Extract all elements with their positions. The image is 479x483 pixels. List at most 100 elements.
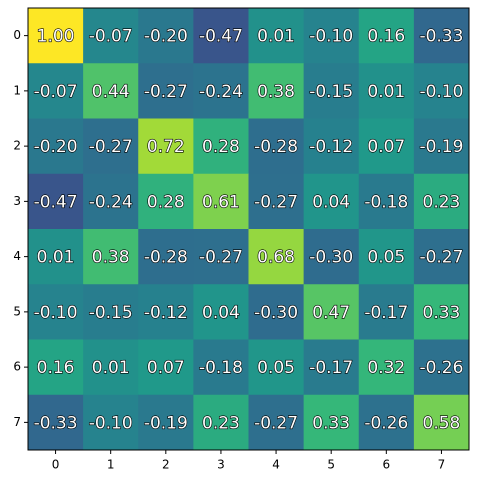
cell-label: -0.15: [89, 303, 133, 323]
heatmap-cell: [28, 284, 84, 340]
heatmap-cell: [83, 394, 139, 451]
plot-frame: [27, 7, 470, 451]
heatmap-cell: [83, 173, 139, 230]
heatmap-cell: [303, 394, 360, 451]
cell-label: 0.05: [367, 248, 405, 268]
cell-label: -0.07: [89, 27, 133, 47]
cell-label: -0.28: [144, 248, 188, 268]
heatmap-cell: [138, 229, 194, 285]
cell-label: -0.10: [34, 303, 78, 323]
cell-label: 0.28: [147, 192, 185, 212]
cell-label: -0.17: [364, 303, 408, 323]
heatmap-cell: [303, 118, 360, 175]
x-tick-label: 5: [327, 458, 335, 472]
heatmap-cell: [248, 339, 305, 396]
heatmap-cell: [413, 229, 470, 285]
x-tick-label: 4: [272, 458, 280, 472]
cell-label: -0.28: [254, 137, 298, 157]
heatmap-cell: [83, 8, 139, 64]
x-tick-label: 6: [382, 458, 390, 472]
cell-label: 0.05: [257, 358, 295, 378]
cell-label: 0.01: [257, 27, 295, 47]
cell-label: 0.47: [312, 303, 350, 323]
cell-label: 0.16: [367, 27, 405, 47]
heatmap-cell: [193, 173, 249, 230]
heatmap-cell: [303, 63, 360, 119]
cell-label: 0.33: [312, 413, 350, 433]
cell-label: -0.20: [144, 27, 188, 47]
heatmap-cell: [28, 63, 84, 119]
heatmap-cell: [358, 118, 415, 175]
heatmap-cell: [248, 63, 305, 119]
heatmap-cell: [248, 8, 305, 64]
cell-label: 0.38: [92, 248, 130, 268]
cell-label: -0.33: [419, 27, 463, 47]
cell-label: -0.27: [254, 413, 298, 433]
heatmap-cell: [358, 229, 415, 285]
heatmap-cell: [193, 118, 249, 175]
y-tick-label: 2: [13, 139, 21, 153]
heatmap-cell: [248, 173, 305, 230]
cell-label: 0.33: [423, 303, 461, 323]
cell-label: 0.72: [147, 137, 185, 157]
cell-label: 0.01: [367, 82, 405, 102]
cell-label: -0.10: [309, 27, 353, 47]
heatmap-cell: [83, 284, 139, 340]
cell-label: -0.27: [199, 248, 243, 268]
cell-label: -0.27: [144, 82, 188, 102]
heatmap-cell: [358, 8, 415, 64]
cell-label: 1.00: [37, 27, 75, 47]
heatmap-cell: [248, 118, 305, 175]
x-tick-label: 1: [107, 458, 115, 472]
x-tick-label: 2: [162, 458, 170, 472]
heatmap-cell: [28, 229, 84, 285]
cell-label: -0.26: [364, 413, 408, 433]
heatmap-cell: [138, 118, 194, 175]
cell-label: 0.01: [92, 358, 130, 378]
heatmap-cell: [413, 394, 470, 451]
heatmap-cell: [138, 173, 194, 230]
cell-label: 0.07: [367, 137, 405, 157]
heatmap-cell: [413, 284, 470, 340]
y-tick-label: 3: [13, 194, 21, 208]
cell-label: 0.04: [202, 303, 240, 323]
heatmap-cell: [413, 8, 470, 64]
cell-label: 0.61: [202, 192, 240, 212]
heatmap-cell: [193, 339, 249, 396]
heatmap-cell: [28, 339, 84, 396]
heatmap-cell: [83, 118, 139, 175]
cell-label: 0.32: [367, 358, 405, 378]
y-tick-label: 7: [13, 415, 21, 429]
cell-label: 0.68: [257, 248, 295, 268]
heatmap-cell: [138, 394, 194, 451]
cell-label: -0.27: [254, 192, 298, 212]
heatmap-cell: [303, 229, 360, 285]
cell-label: -0.17: [309, 358, 353, 378]
heatmap-cell: [358, 63, 415, 119]
cell-label: 0.28: [202, 137, 240, 157]
heatmap-cell: [83, 229, 139, 285]
cell-label: -0.33: [34, 413, 78, 433]
heatmap-cell: [358, 284, 415, 340]
heatmap-cell: [28, 394, 84, 451]
cell-label: -0.20: [34, 137, 78, 157]
cell-label: -0.10: [89, 413, 133, 433]
heatmap-cell: [193, 8, 249, 64]
heatmap-cell: [303, 339, 360, 396]
heatmap-cell: [138, 339, 194, 396]
x-tick-label: 3: [217, 458, 225, 472]
cell-label: 0.04: [312, 192, 350, 212]
x-tick-label: 7: [438, 458, 446, 472]
x-tick-label: 0: [52, 458, 60, 472]
cell-label: 0.58: [423, 413, 461, 433]
cell-label: -0.30: [309, 248, 353, 268]
cell-label: -0.15: [309, 82, 353, 102]
heatmap-cell: [413, 339, 470, 396]
heatmap-cell: [28, 173, 84, 230]
cell-label: -0.18: [364, 192, 408, 212]
cell-label: -0.10: [419, 82, 463, 102]
y-tick-label: 1: [13, 83, 21, 97]
heatmap-cell: [358, 173, 415, 230]
heatmap-cell: [138, 63, 194, 119]
